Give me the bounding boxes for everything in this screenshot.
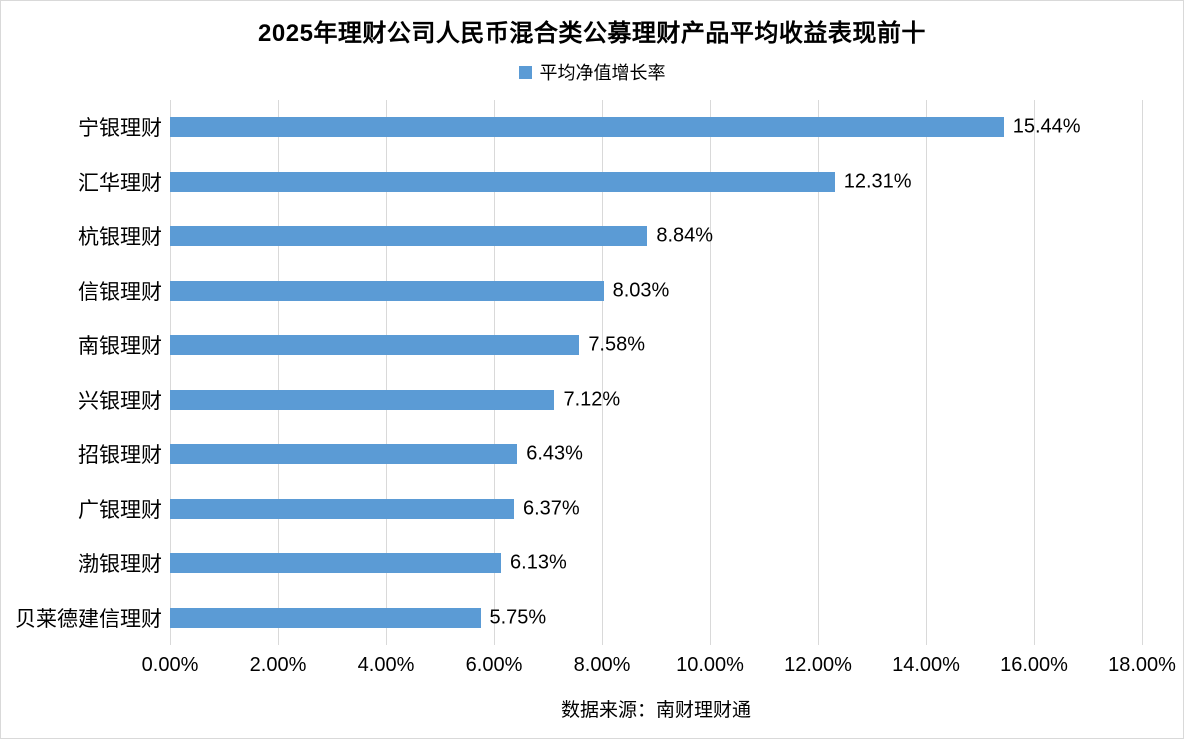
x-axis-tick-label: 14.00% <box>892 654 960 676</box>
bar <box>170 280 604 301</box>
bar-row: 6.37% <box>170 482 1142 537</box>
legend-series-label: 平均净值增长率 <box>539 63 666 83</box>
category-label: 信银理财 <box>78 280 162 304</box>
value-label: 7.12% <box>563 388 621 411</box>
gridline <box>818 100 819 645</box>
value-label: 12.31% <box>843 170 912 193</box>
gridline <box>1034 100 1035 645</box>
bar <box>170 335 580 356</box>
x-axis-tick-label: 6.00% <box>465 654 523 676</box>
bar <box>170 444 518 465</box>
value-label: 5.75% <box>489 606 547 629</box>
legend-swatch-icon <box>518 65 532 79</box>
plot-area: 15.44% 12.31% 8.84% 8.03% 7.58% 7.12% 6.43% 6.3… <box>170 100 1143 646</box>
category-label: 贝莱德建信理财 <box>15 607 162 631</box>
x-axis-tick-label: 12.00% <box>784 654 852 676</box>
category-label: 汇华理财 <box>78 171 162 195</box>
bar-row: 15.44% <box>170 100 1142 155</box>
bar <box>170 553 502 574</box>
category-label: 渤银理财 <box>78 553 162 577</box>
x-axis-tick-label: 2.00% <box>249 654 307 676</box>
gridline <box>386 100 387 645</box>
bar-row: 8.03% <box>170 264 1142 319</box>
x-axis-tick-label: 0.00% <box>141 654 199 676</box>
value-label: 7.58% <box>588 333 646 356</box>
gridline <box>278 100 279 645</box>
gridline <box>710 100 711 645</box>
x-axis-tick-label: 10.00% <box>676 654 744 676</box>
x-axis-tick-label: 16.00% <box>1000 654 1068 676</box>
bar-row: 5.75% <box>170 591 1142 646</box>
bar <box>170 226 648 247</box>
bar-row: 6.13% <box>170 536 1142 591</box>
chart-title: 2025年理财公司人民币混合类公募理财产品平均收益表现前十 <box>258 20 926 47</box>
bar <box>170 117 1004 138</box>
source-note: 数据来源：南财理财通 <box>560 700 751 721</box>
category-label: 杭银理财 <box>78 226 162 250</box>
legend: 平均净值增长率 <box>1 61 1183 83</box>
category-label: 招银理财 <box>78 444 162 468</box>
value-label: 8.03% <box>612 279 670 302</box>
bar <box>170 389 555 410</box>
x-axis-tick-label: 4.00% <box>357 654 415 676</box>
bar <box>170 498 514 519</box>
bar-row: 12.31% <box>170 155 1142 210</box>
value-label: 8.84% <box>656 224 714 247</box>
x-axis-tick-label: 8.00% <box>573 654 631 676</box>
gridline <box>1142 100 1143 645</box>
value-label: 6.13% <box>510 551 567 574</box>
gridline <box>602 100 603 645</box>
bar-row: 7.58% <box>170 318 1142 373</box>
x-axis-tick-label: 18.00% <box>1108 654 1176 676</box>
bar-row: 7.12% <box>170 373 1142 428</box>
value-label: 15.44% <box>1012 115 1081 138</box>
gridline <box>494 100 495 645</box>
category-label: 兴银理财 <box>78 389 162 413</box>
category-label: 广银理财 <box>78 498 162 522</box>
x-axis: 0.00% 2.00% 4.00% 6.00% 8.00% 10.00% 12.00% 14.… <box>142 654 1176 680</box>
y-axis-category-labels: 宁银理财汇华理财杭银理财信银理财南银理财兴银理财招银理财广银理财渤银理财贝莱德建… <box>1 100 162 645</box>
gridline <box>926 100 927 645</box>
bar <box>170 171 835 192</box>
bar-row: 6.43% <box>170 427 1142 482</box>
bar-row: 8.84% <box>170 209 1142 264</box>
gridline <box>170 100 171 645</box>
bar <box>170 607 481 628</box>
value-label: 6.37% <box>522 497 580 520</box>
value-label: 6.43% <box>526 442 583 465</box>
category-label: 南银理财 <box>78 335 162 359</box>
category-label: 宁银理财 <box>78 117 162 141</box>
